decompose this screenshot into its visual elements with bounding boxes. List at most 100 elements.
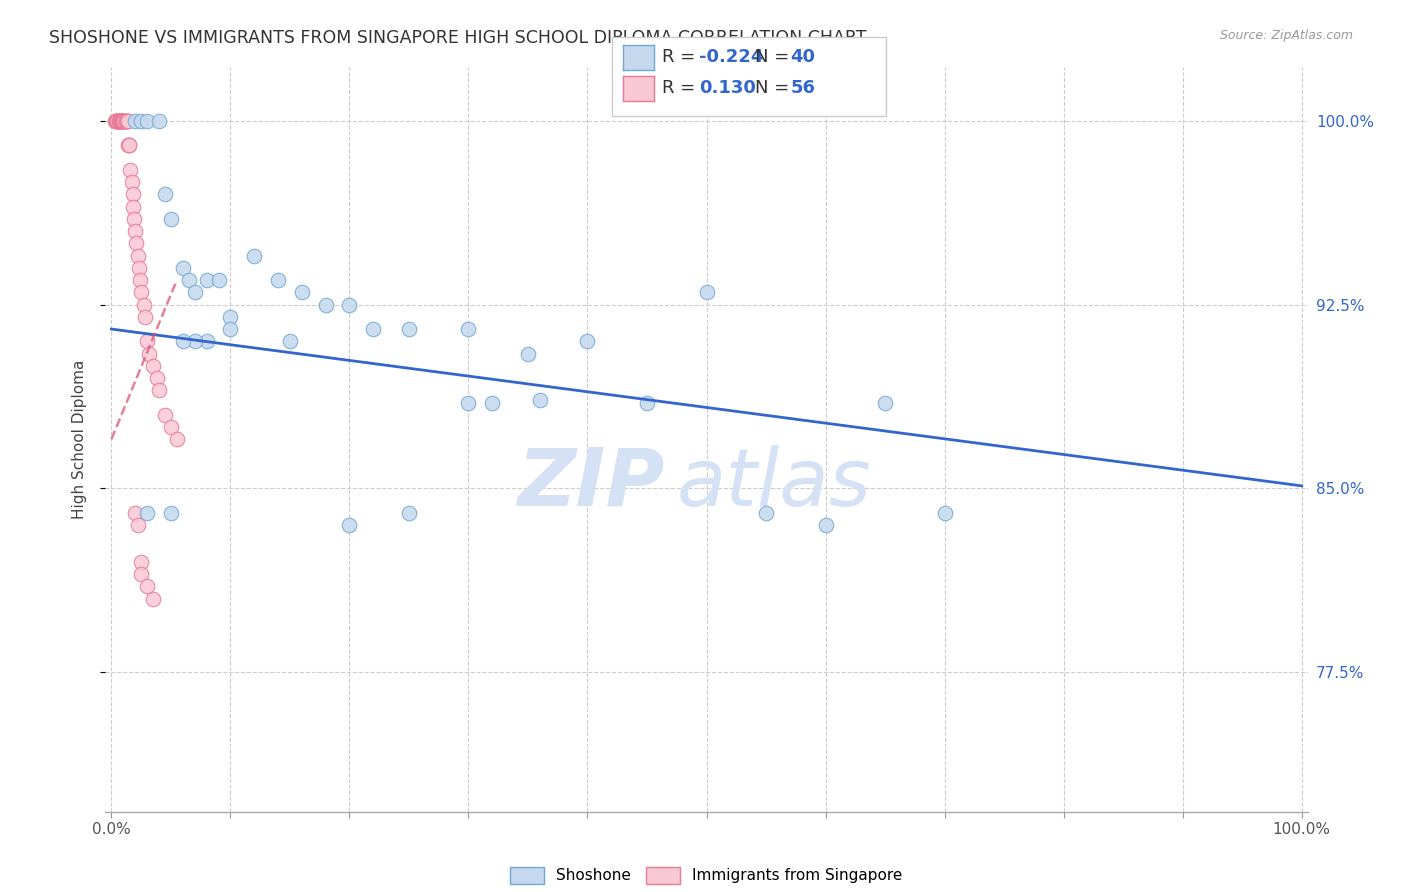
Text: 0.130: 0.130 [699, 79, 755, 97]
Point [122, 211, 145, 226]
Point [108, 113, 131, 128]
Point [177, 273, 200, 287]
Point [104, 113, 127, 128]
Point [934, 506, 956, 520]
Point [267, 273, 290, 287]
Point [207, 273, 229, 287]
Legend: Shoshone, Immigrants from Singapore: Shoshone, Immigrants from Singapore [505, 861, 908, 889]
Point [160, 211, 183, 226]
Point [195, 334, 218, 349]
Point [873, 395, 896, 409]
Point [138, 346, 160, 360]
Text: R =: R = [662, 79, 702, 97]
Text: N =: N = [755, 79, 794, 97]
Point [153, 187, 176, 202]
Point [112, 113, 135, 128]
Point [398, 506, 420, 520]
Point [105, 113, 128, 128]
Point [129, 567, 152, 582]
Point [107, 113, 129, 128]
Point [121, 175, 143, 189]
Point [361, 322, 384, 336]
Point [457, 322, 479, 336]
Point [172, 260, 194, 275]
Point [315, 297, 337, 311]
Text: Source: ZipAtlas.com: Source: ZipAtlas.com [1219, 29, 1353, 42]
Point [125, 236, 148, 251]
Text: 56: 56 [790, 79, 815, 97]
Point [121, 187, 143, 202]
Point [529, 393, 551, 408]
Point [457, 395, 479, 409]
Point [114, 113, 136, 128]
Point [183, 285, 205, 300]
Text: N =: N = [755, 48, 794, 66]
Point [107, 113, 129, 128]
Point [160, 506, 183, 520]
Point [117, 113, 139, 128]
Point [814, 518, 837, 533]
Point [114, 113, 136, 128]
Point [517, 346, 540, 360]
Text: SHOSHONE VS IMMIGRANTS FROM SINGAPORE HIGH SCHOOL DIPLOMA CORRELATION CHART: SHOSHONE VS IMMIGRANTS FROM SINGAPORE HI… [49, 29, 866, 46]
Point [172, 334, 194, 349]
Point [339, 297, 361, 311]
Point [111, 113, 134, 128]
Point [243, 248, 266, 262]
Point [696, 285, 718, 300]
Point [105, 113, 128, 128]
Point [110, 113, 132, 128]
Point [115, 113, 138, 128]
Point [153, 408, 176, 422]
Text: ZIP: ZIP [517, 445, 665, 523]
Point [576, 334, 599, 349]
Point [142, 591, 165, 606]
Point [105, 113, 128, 128]
Point [481, 395, 503, 409]
Point [118, 138, 141, 153]
Point [115, 113, 138, 128]
Point [129, 113, 152, 128]
Point [291, 285, 314, 300]
Point [112, 113, 135, 128]
Point [183, 334, 205, 349]
Y-axis label: High School Diploma: High School Diploma [72, 359, 87, 519]
Point [105, 113, 128, 128]
Point [339, 518, 361, 533]
Point [124, 224, 146, 238]
Point [114, 113, 136, 128]
Point [136, 506, 159, 520]
Point [127, 518, 149, 533]
Point [755, 506, 778, 520]
Point [124, 506, 146, 520]
Point [129, 273, 152, 287]
Point [166, 432, 188, 446]
Point [636, 395, 658, 409]
Point [127, 248, 149, 262]
Point [398, 322, 420, 336]
Point [121, 200, 143, 214]
Point [112, 113, 135, 128]
Point [136, 579, 159, 593]
Point [142, 359, 165, 373]
Point [118, 138, 141, 153]
Point [136, 334, 159, 349]
Point [108, 113, 131, 128]
Point [111, 113, 134, 128]
Point [148, 384, 170, 398]
Point [219, 310, 242, 324]
Point [160, 420, 183, 434]
Point [111, 113, 134, 128]
Point [195, 273, 218, 287]
Point [110, 113, 132, 128]
Point [129, 285, 152, 300]
Point [128, 260, 150, 275]
Point [112, 113, 135, 128]
Point [134, 310, 156, 324]
Point [132, 297, 155, 311]
Point [145, 371, 167, 385]
Point [278, 334, 301, 349]
Point [129, 555, 152, 569]
Text: -0.224: -0.224 [699, 48, 763, 66]
Point [148, 113, 170, 128]
